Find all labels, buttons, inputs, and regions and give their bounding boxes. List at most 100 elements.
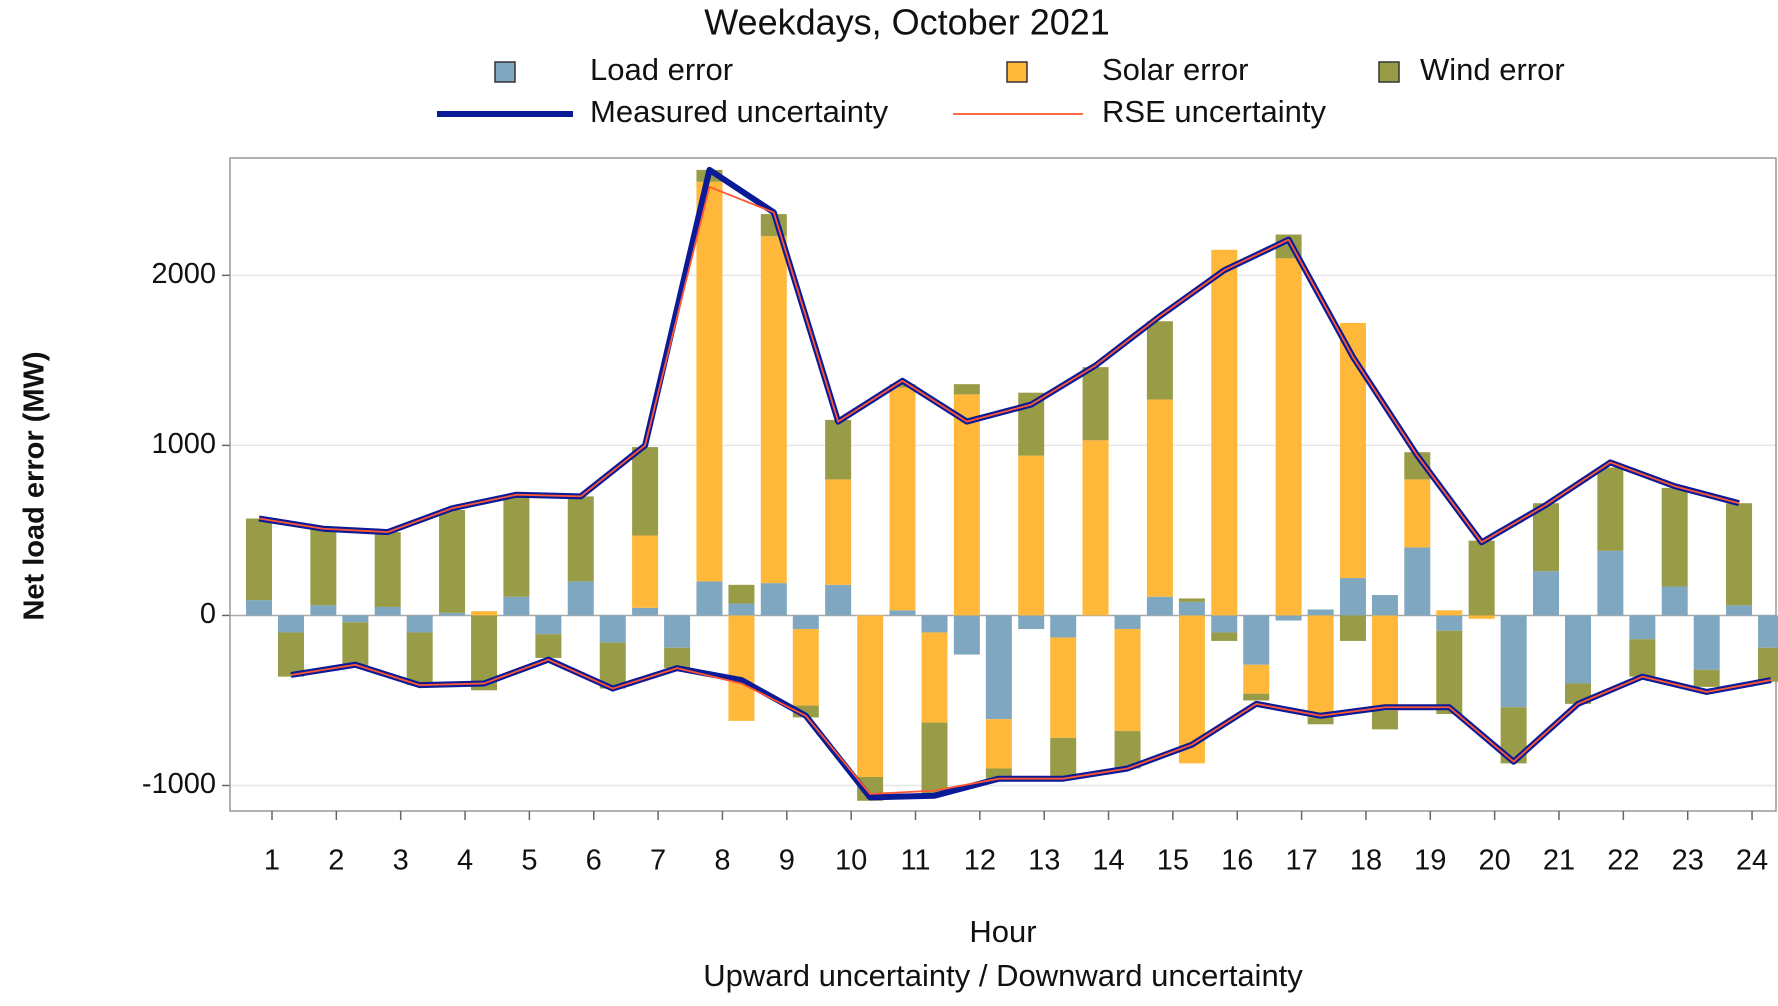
bar-segment <box>1082 440 1109 616</box>
y-tick-label: 2000 <box>151 258 216 290</box>
uncertainty-line <box>258 186 1740 544</box>
bar-segment <box>1404 479 1431 548</box>
bar-segment <box>825 479 852 585</box>
bar-segment <box>1146 321 1173 400</box>
bar-segment <box>1533 503 1559 572</box>
bar-segment <box>664 647 691 669</box>
bar-segment <box>1629 639 1656 677</box>
bar-segment <box>632 535 659 608</box>
bar-segment <box>664 615 691 648</box>
bar-segment <box>342 622 369 667</box>
bar-segment <box>953 615 980 655</box>
bar-segment <box>1371 615 1398 711</box>
bar-segment <box>1018 455 1045 616</box>
bar-segment <box>1436 630 1463 715</box>
bar-segment <box>889 387 916 611</box>
bar-segment <box>599 615 626 643</box>
bar-segment <box>278 632 304 677</box>
legend-label: Measured uncertainty <box>590 94 889 129</box>
uncertainty-line <box>258 166 1740 546</box>
bar-segment <box>1339 615 1366 641</box>
bar-segment <box>439 510 466 613</box>
x-axis-sublabel: Upward uncertainty / Downward uncertaint… <box>703 958 1303 993</box>
bar-segment <box>921 632 948 723</box>
bar-segment <box>1050 637 1077 738</box>
bar-segment <box>342 615 369 623</box>
bar-segment <box>1307 615 1334 718</box>
bar-segment <box>985 768 1012 779</box>
y-axis-label: Net load error (MW) <box>19 351 51 620</box>
bar-segment <box>246 600 272 616</box>
x-tick-label: 10 <box>835 845 867 877</box>
bar-segment <box>471 611 498 616</box>
x-tick-label: 23 <box>1672 845 1704 877</box>
bar-segment <box>1436 615 1463 631</box>
x-tick-label: 19 <box>1414 845 1446 877</box>
y-tick-label: -1000 <box>142 768 216 800</box>
bar-segment <box>889 384 916 388</box>
bar-segment <box>1275 258 1302 616</box>
bar-segment <box>1211 632 1238 641</box>
x-tick-label: 24 <box>1736 845 1768 877</box>
x-axis-label: Hour <box>969 914 1036 949</box>
bar-segment <box>1146 596 1173 616</box>
bar-segment <box>374 606 401 616</box>
legend-label: Solar error <box>1102 52 1248 87</box>
bar-segment <box>1307 609 1334 616</box>
uncertainty-line <box>290 656 1772 801</box>
bar-segment <box>696 181 723 582</box>
bar-segment <box>246 518 272 601</box>
bar-segment <box>1178 598 1205 602</box>
bar-segment <box>310 605 337 616</box>
bar-segment <box>1436 610 1463 616</box>
bar-segment <box>953 384 980 395</box>
bar-segment <box>406 615 433 633</box>
bar-segment <box>567 581 594 616</box>
bar-segment <box>1629 615 1656 640</box>
bar-segment <box>310 528 337 606</box>
legend-label: Wind error <box>1420 52 1565 87</box>
bar-segment <box>1565 615 1591 684</box>
bar-segment <box>921 615 948 633</box>
bar-segment <box>1243 693 1270 701</box>
bar-segment <box>535 615 562 635</box>
x-tick-label: 15 <box>1157 845 1189 877</box>
chart-title: Weekdays, October 2021 <box>704 2 1110 43</box>
bar-segment <box>632 447 659 536</box>
bar-segment <box>696 581 723 616</box>
legend-swatch <box>1006 61 1028 83</box>
bar-segment <box>728 584 755 604</box>
bar-segment <box>1114 615 1141 630</box>
bar-segment <box>1500 615 1527 708</box>
bar-segment <box>792 629 819 706</box>
bar-segment <box>889 610 916 616</box>
x-tick-label: 16 <box>1221 845 1253 877</box>
bar-segment <box>439 612 466 616</box>
bar-segment <box>1018 615 1045 630</box>
bar-segment <box>760 236 787 584</box>
x-tick-label: 2 <box>328 845 344 877</box>
bar-segment <box>1339 578 1366 616</box>
bar-segment <box>1693 615 1720 670</box>
legend-swatch <box>494 61 516 83</box>
y-tick-label: 1000 <box>151 428 216 460</box>
bar-segment <box>728 615 755 721</box>
bar-segment <box>278 615 304 633</box>
bar-segment <box>567 496 594 582</box>
bar-segment <box>1307 717 1334 725</box>
legend-label: RSE uncertainty <box>1102 94 1326 129</box>
bar-segment <box>1597 550 1624 616</box>
x-tick-label: 20 <box>1479 845 1511 877</box>
bar-segment <box>1468 540 1495 616</box>
bar-segment <box>599 642 626 689</box>
bar-segment <box>792 615 819 630</box>
x-tick-label: 17 <box>1285 845 1317 877</box>
legend-label: Load error <box>590 52 733 87</box>
x-tick-label: 5 <box>521 845 537 877</box>
y-tick-label: 0 <box>200 598 216 630</box>
x-tick-label: 14 <box>1092 845 1124 877</box>
bar-segment <box>1726 503 1753 606</box>
bar-segment <box>921 722 948 794</box>
